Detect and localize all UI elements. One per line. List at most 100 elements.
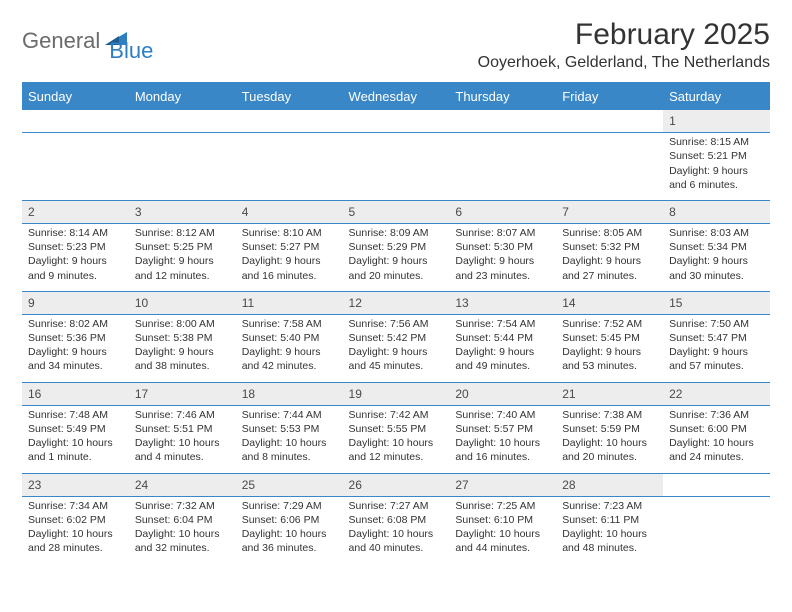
day-number-cell: 23 — [22, 473, 129, 496]
sunset-text: Sunset: 6:10 PM — [455, 513, 550, 527]
sunset-text: Sunset: 6:06 PM — [242, 513, 337, 527]
weekday-header: Sunday — [22, 83, 129, 110]
day-number-cell: 18 — [236, 382, 343, 405]
sunrise-text: Sunrise: 7:42 AM — [349, 408, 444, 422]
sunset-text: Sunset: 5:44 PM — [455, 331, 550, 345]
daylight-text: Daylight: 10 hours and 4 minutes. — [135, 436, 230, 464]
daylight-text: Daylight: 10 hours and 8 minutes. — [242, 436, 337, 464]
sunset-text: Sunset: 5:21 PM — [669, 149, 764, 163]
sunset-text: Sunset: 6:04 PM — [135, 513, 230, 527]
calendar-body: 1Sunrise: 8:15 AMSunset: 5:21 PMDaylight… — [22, 110, 770, 564]
day-number-cell: 1 — [663, 110, 770, 133]
day-detail-cell: Sunrise: 8:03 AMSunset: 5:34 PMDaylight:… — [663, 224, 770, 292]
day-number-cell: 8 — [663, 200, 770, 223]
day-detail-cell: Sunrise: 7:27 AMSunset: 6:08 PMDaylight:… — [343, 496, 450, 563]
sunset-text: Sunset: 5:57 PM — [455, 422, 550, 436]
day-number-cell: 13 — [449, 291, 556, 314]
daylight-text: Daylight: 9 hours and 20 minutes. — [349, 254, 444, 282]
daylight-text: Daylight: 9 hours and 42 minutes. — [242, 345, 337, 373]
daylight-text: Daylight: 10 hours and 24 minutes. — [669, 436, 764, 464]
sunset-text: Sunset: 6:08 PM — [349, 513, 444, 527]
daylight-text: Daylight: 9 hours and 30 minutes. — [669, 254, 764, 282]
daylight-text: Daylight: 10 hours and 40 minutes. — [349, 527, 444, 555]
day-number-row: 16171819202122 — [22, 382, 770, 405]
sunrise-text: Sunrise: 8:12 AM — [135, 226, 230, 240]
day-detail-row: Sunrise: 8:14 AMSunset: 5:23 PM Daylight:… — [22, 224, 770, 292]
day-detail-cell: Sunrise: 8:00 AMSunset: 5:38 PMDaylight:… — [129, 314, 236, 382]
day-number-cell — [22, 110, 129, 133]
sunset-text: Sunset: 5:25 PM — [135, 240, 230, 254]
sunset-text: Sunset: 5:32 PM — [562, 240, 657, 254]
sunset-text: Sunset: 5:40 PM — [242, 331, 337, 345]
sunset-text: Sunset: 5:27 PM — [242, 240, 337, 254]
location-text: Ooyerhoek, Gelderland, The Netherlands — [478, 54, 770, 72]
brand-text-1: General — [22, 28, 100, 54]
sunset-text: Sunset: 5:47 PM — [669, 331, 764, 345]
sunset-text: Sunset: 5:45 PM — [562, 331, 657, 345]
day-detail-cell — [236, 133, 343, 201]
day-number-cell: 28 — [556, 473, 663, 496]
day-detail-cell: Sunrise: 7:58 AMSunset: 5:40 PMDaylight:… — [236, 314, 343, 382]
sunset-text: Sunset: 5:23 PM — [28, 240, 123, 254]
day-number-cell: 4 — [236, 200, 343, 223]
day-detail-cell — [449, 133, 556, 201]
sunset-text: Sunset: 5:38 PM — [135, 331, 230, 345]
day-detail-cell: Sunrise: 7:46 AMSunset: 5:51 PMDaylight:… — [129, 405, 236, 473]
day-detail-cell: Sunrise: 7:29 AMSunset: 6:06 PMDaylight:… — [236, 496, 343, 563]
day-detail-cell: Sunrise: 7:42 AMSunset: 5:55 PMDaylight:… — [343, 405, 450, 473]
weekday-header-row: Sunday Monday Tuesday Wednesday Thursday… — [22, 83, 770, 110]
sunset-text: Sunset: 5:29 PM — [349, 240, 444, 254]
day-number-cell — [449, 110, 556, 133]
daylight-text: Daylight: 9 hours and 57 minutes. — [669, 345, 764, 373]
day-number-cell: 15 — [663, 291, 770, 314]
day-number-cell: 14 — [556, 291, 663, 314]
sunrise-text: Sunrise: 8:07 AM — [455, 226, 550, 240]
day-number-row: 1 — [22, 110, 770, 133]
day-number-cell — [236, 110, 343, 133]
weekday-header: Friday — [556, 83, 663, 110]
daylight-text: Daylight: 10 hours and 36 minutes. — [242, 527, 337, 555]
daylight-text: Daylight: 9 hours and 38 minutes. — [135, 345, 230, 373]
day-detail-row: Sunrise: 7:48 AMSunset: 5:49 PMDaylight:… — [22, 405, 770, 473]
day-number-cell: 27 — [449, 473, 556, 496]
sunset-text: Sunset: 5:55 PM — [349, 422, 444, 436]
day-number-cell — [663, 473, 770, 496]
day-number-cell — [129, 110, 236, 133]
sunrise-text: Sunrise: 8:03 AM — [669, 226, 764, 240]
sunrise-text: Sunrise: 7:54 AM — [455, 317, 550, 331]
sunrise-text: Sunrise: 7:27 AM — [349, 499, 444, 513]
day-number-cell: 21 — [556, 382, 663, 405]
calendar-table: Sunday Monday Tuesday Wednesday Thursday… — [22, 82, 770, 563]
day-number-cell: 19 — [343, 382, 450, 405]
day-number-row: 9101112131415 — [22, 291, 770, 314]
day-number-cell: 22 — [663, 382, 770, 405]
sunset-text: Sunset: 5:59 PM — [562, 422, 657, 436]
sunset-text: Sunset: 6:11 PM — [562, 513, 657, 527]
daylight-text: Daylight: 10 hours and 12 minutes. — [349, 436, 444, 464]
day-detail-cell: Sunrise: 7:44 AMSunset: 5:53 PMDaylight:… — [236, 405, 343, 473]
day-detail-cell — [22, 133, 129, 201]
day-number-cell: 26 — [343, 473, 450, 496]
day-number-cell: 2 — [22, 200, 129, 223]
sunrise-text: Sunrise: 7:48 AM — [28, 408, 123, 422]
day-detail-row: Sunrise: 8:02 AMSunset: 5:36 PM Daylight:… — [22, 314, 770, 382]
weekday-header: Tuesday — [236, 83, 343, 110]
sunrise-text: Sunrise: 8:02 AM — [28, 317, 123, 331]
day-number-cell: 20 — [449, 382, 556, 405]
day-detail-cell — [129, 133, 236, 201]
sunset-text: Sunset: 5:51 PM — [135, 422, 230, 436]
day-detail-cell: Sunrise: 8:07 AMSunset: 5:30 PMDaylight:… — [449, 224, 556, 292]
sunset-text: Sunset: 5:42 PM — [349, 331, 444, 345]
sunrise-text: Sunrise: 7:23 AM — [562, 499, 657, 513]
day-detail-row: Sunrise: 8:15 AMSunset: 5:21 PMDaylight:… — [22, 133, 770, 201]
sunset-text: Sunset: 5:36 PM — [28, 331, 123, 345]
day-number-cell: 10 — [129, 291, 236, 314]
sunset-text: Sunset: 6:00 PM — [669, 422, 764, 436]
daylight-text: Daylight: 9 hours and 12 minutes. — [135, 254, 230, 282]
daylight-text: Daylight: 9 hours and 23 minutes. — [455, 254, 550, 282]
day-number-cell: 5 — [343, 200, 450, 223]
day-detail-cell: Sunrise: 7:32 AMSunset: 6:04 PMDaylight:… — [129, 496, 236, 563]
sunrise-text: Sunrise: 8:14 AM — [28, 226, 123, 240]
daylight-text: Daylight: 10 hours and 1 minute. — [28, 436, 123, 464]
day-detail-cell: Sunrise: 8:02 AMSunset: 5:36 PMDaylight:… — [22, 314, 129, 382]
